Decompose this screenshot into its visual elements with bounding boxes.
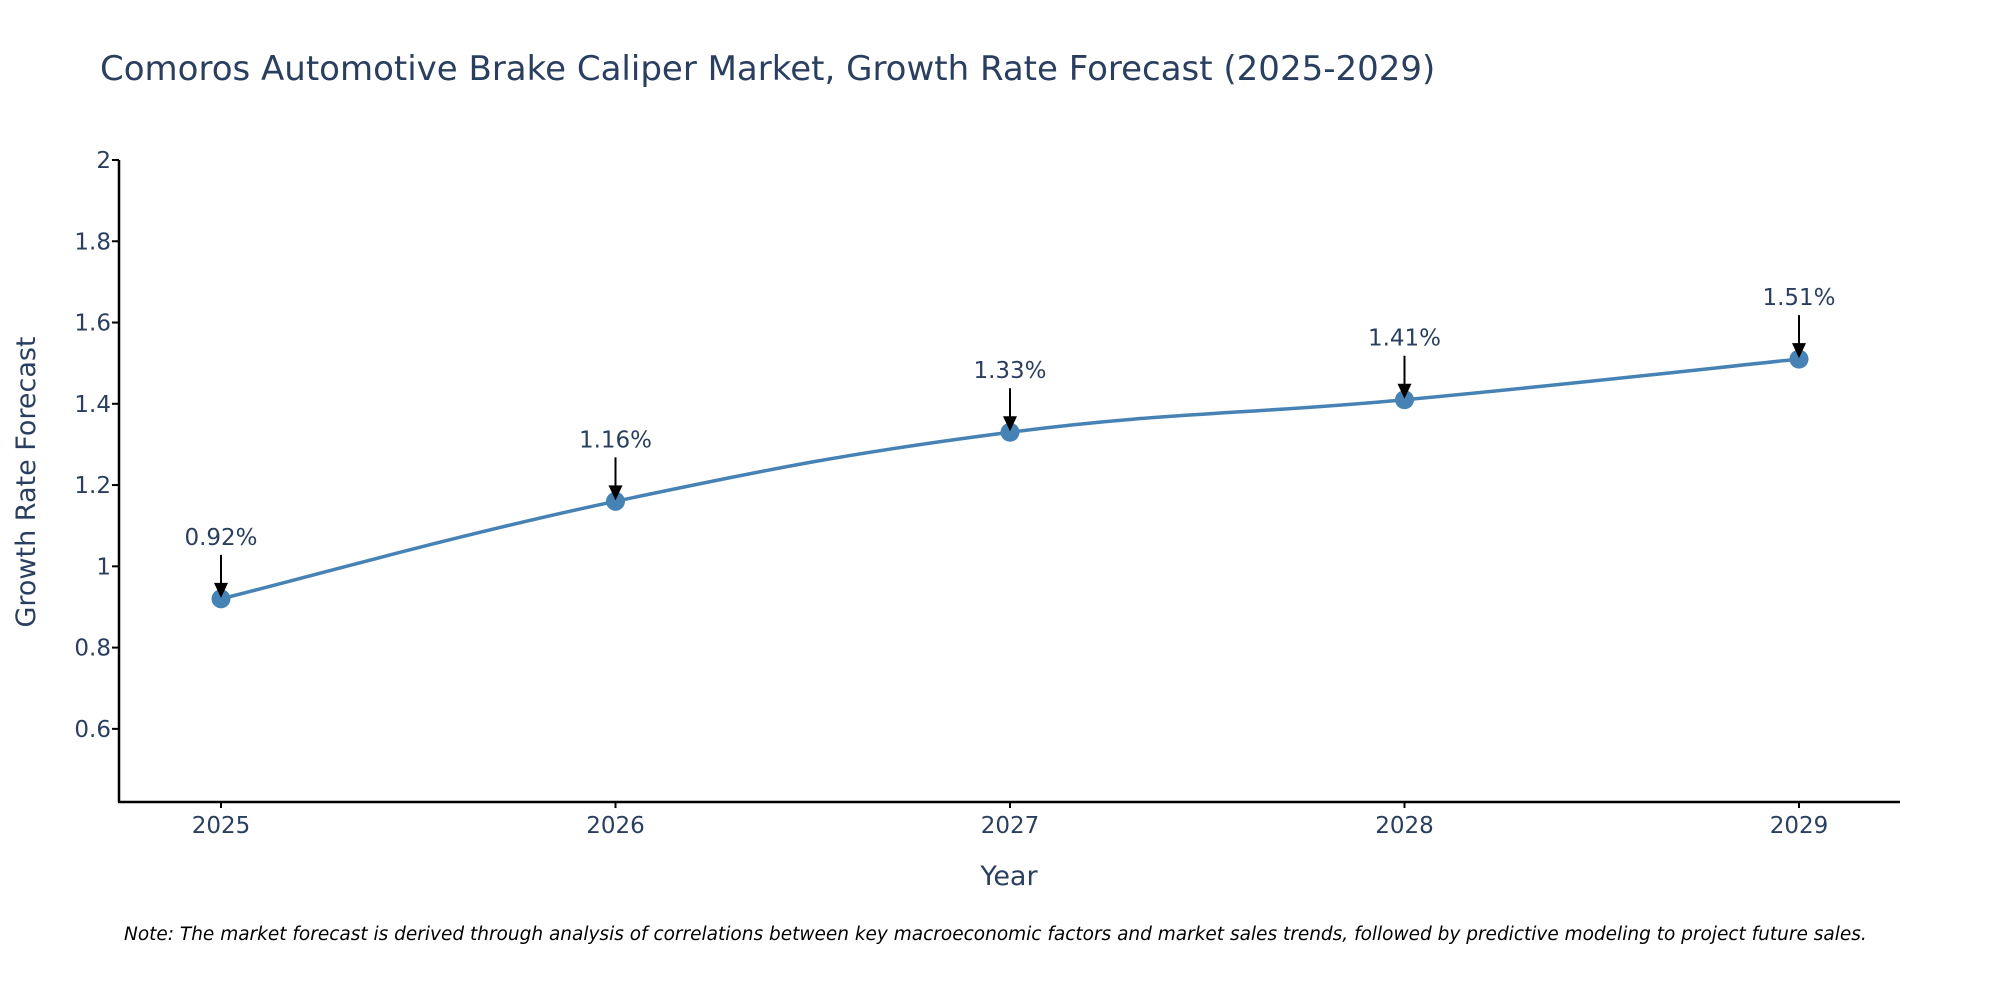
data-point-marker xyxy=(606,491,625,511)
x-axis-title: Year xyxy=(979,861,1038,892)
y-tick-label: 1.6 xyxy=(74,311,111,337)
data-label: 1.16% xyxy=(579,427,652,453)
data-label: 0.92% xyxy=(184,525,257,551)
y-tick-label: 0.6 xyxy=(74,717,111,743)
annotation-arrowhead xyxy=(1397,383,1412,399)
data-label: 1.41% xyxy=(1368,326,1441,352)
annotation-arrowhead xyxy=(1792,343,1806,359)
x-tick-label: 2028 xyxy=(1375,813,1434,839)
x-axis-ticks: 2025 2026 2027 2028 2029 xyxy=(192,802,1829,839)
y-tick-label: 1.2 xyxy=(74,473,111,499)
data-point-marker xyxy=(1395,390,1414,410)
data-label: 1.33% xyxy=(973,358,1046,384)
series-growth-rate: 0.92% 1.16% 1.33% 1.41% 1.51% xyxy=(184,285,1836,609)
x-tick-label: 2026 xyxy=(586,813,645,839)
y-axis-title: Growth Rate Forecast xyxy=(11,336,42,627)
chart-note: Note: The market forecast is derived thr… xyxy=(124,924,1867,945)
y-tick-label: 2 xyxy=(96,148,111,174)
y-tick-label: 1.4 xyxy=(74,392,111,418)
chart-title: Comoros Automotive Brake Caliper Market,… xyxy=(100,49,1435,89)
data-label: 1.51% xyxy=(1762,285,1835,311)
y-tick-label: 1 xyxy=(96,554,111,580)
data-point-marker xyxy=(211,589,231,609)
data-point-marker xyxy=(1789,349,1809,369)
y-tick-label: 1.8 xyxy=(74,229,111,255)
annotation-arrowhead xyxy=(1003,416,1017,432)
x-tick-label: 2029 xyxy=(1770,813,1829,839)
y-axis-ticks: 0.6 0.8 1 1.2 1.4 1.6 1.8 2 xyxy=(74,148,119,743)
y-tick-label: 0.8 xyxy=(74,636,111,662)
x-tick-label: 2025 xyxy=(192,813,251,839)
annotation-arrowhead xyxy=(608,485,623,501)
annotation-arrowhead xyxy=(214,582,228,598)
x-tick-label: 2027 xyxy=(981,813,1040,839)
data-point-marker xyxy=(1000,422,1020,442)
